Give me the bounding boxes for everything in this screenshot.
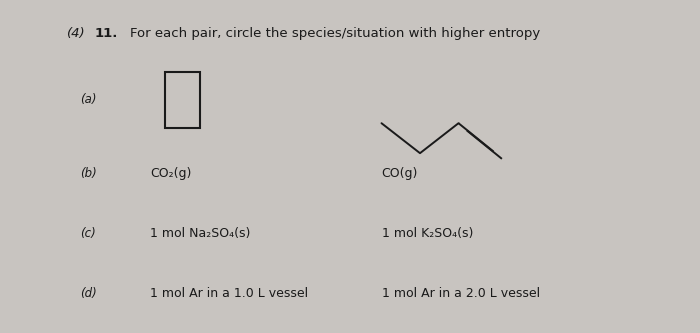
Text: (d): (d) [80,286,97,300]
Text: (4): (4) [66,27,85,40]
Text: 1 mol Ar in a 2.0 L vessel: 1 mol Ar in a 2.0 L vessel [382,286,540,300]
Text: (c): (c) [80,226,97,240]
Text: (a): (a) [80,93,97,107]
Text: CO₂(g): CO₂(g) [150,166,192,180]
Text: 1 mol K₂SO₄(s): 1 mol K₂SO₄(s) [382,226,473,240]
Bar [164,72,200,128]
Text: For each pair, circle the species/situation with higher entropy: For each pair, circle the species/situat… [130,27,540,40]
Text: CO(g): CO(g) [382,166,418,180]
Text: 1 mol Ar in a 1.0 L vessel: 1 mol Ar in a 1.0 L vessel [150,286,309,300]
Text: (b): (b) [80,166,97,180]
Text: 1 mol Na₂SO₄(s): 1 mol Na₂SO₄(s) [150,226,251,240]
Text: 11.: 11. [94,27,118,40]
